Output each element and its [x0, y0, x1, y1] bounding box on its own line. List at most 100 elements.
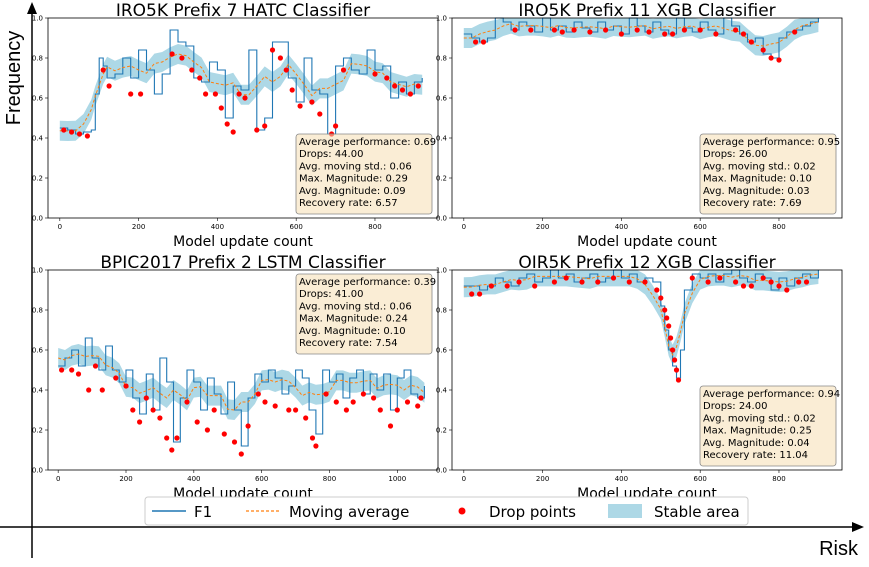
subplot-1: 0 200 400 600 800 0.0 0.2 0.4 0.6 0.8 1.0 IRO5K Pre… — [32, 1, 439, 250]
drop-point — [333, 123, 339, 129]
outer-axes: Frequency Risk — [0, 2, 864, 560]
subplots: 0 200 400 600 800 0.0 0.2 0.4 0.6 0.8 1.0 IRO5K Pre… — [32, 1, 843, 502]
drop-point — [230, 129, 236, 135]
drop-point — [75, 371, 82, 377]
y-tick-label: 0.6 — [32, 95, 44, 103]
drop-point — [254, 127, 260, 133]
drop-point — [169, 51, 175, 57]
drop-point — [477, 291, 483, 297]
drop-point — [59, 367, 65, 373]
drop-point — [371, 395, 377, 401]
drop-point — [194, 419, 200, 425]
drop-point — [231, 439, 238, 445]
subplot-3: 0 200 400 600 800 1000 0.0 0.2 0.4 0.6 0.8 1.0 BPIC2… — [32, 253, 439, 502]
x-tick-label: 400 — [211, 223, 224, 231]
y-tick-label: 0.8 — [32, 307, 43, 315]
stats-line: Drops: 26.00 — [703, 149, 767, 160]
stats-line: Recovery rate: 6.57 — [299, 198, 398, 209]
x-tick-label: 0 — [56, 475, 60, 483]
drop-point — [224, 121, 230, 127]
stats-line: Avg. moving std.: 0.02 — [703, 161, 816, 172]
drop-point — [212, 91, 218, 97]
drop-point — [532, 283, 538, 289]
drop-point — [587, 29, 593, 35]
moving-average-line — [463, 21, 819, 47]
stats-line: Max. Magnitude: 0.25 — [703, 426, 812, 437]
drop-point — [150, 407, 156, 413]
drop-point — [673, 367, 680, 373]
drop-point — [668, 335, 674, 341]
drop-point — [646, 29, 652, 35]
x-tick-label: 200 — [536, 223, 549, 231]
drop-point — [262, 123, 268, 129]
y-tick-label: 0.4 — [32, 387, 44, 395]
stats-line: Drops: 41.00 — [299, 289, 363, 300]
legend-drop-points-label: Drop points — [489, 503, 576, 521]
drop-point — [792, 29, 798, 35]
stats-line: Average performance: 0.95 — [703, 137, 840, 148]
drop-point — [61, 127, 67, 133]
drop-point — [512, 27, 518, 33]
stats-line: Avg. Magnitude: 0.03 — [703, 186, 810, 197]
stats-line: Avg. Magnitude: 0.04 — [703, 438, 810, 449]
y-tick-label: 0.0 — [436, 467, 447, 475]
drop-point — [404, 399, 411, 405]
drop-point — [672, 357, 678, 363]
drop-point — [705, 279, 711, 285]
x-tick-label: 400 — [615, 223, 628, 231]
stats-box — [295, 133, 433, 215]
outer-y-axis-label: Frequency — [3, 31, 25, 126]
x-tick-label: 200 — [132, 223, 145, 231]
stats-line: Max. Magnitude: 0.29 — [299, 174, 408, 185]
drop-point — [670, 347, 676, 353]
drop-point — [399, 87, 406, 93]
drop-point — [137, 419, 143, 425]
drop-point — [748, 39, 755, 45]
drop-point — [551, 279, 558, 285]
drop-point — [372, 71, 378, 77]
drop-point — [675, 377, 682, 383]
y-tick-label: 0.4 — [436, 387, 448, 395]
drop-point — [551, 27, 558, 33]
drop-point — [610, 275, 617, 281]
stats-line: Drops: 44.00 — [299, 149, 363, 160]
drop-point — [415, 403, 421, 409]
drop-point — [236, 91, 242, 97]
x-tick-label: 0 — [58, 223, 62, 231]
drop-point — [286, 407, 292, 413]
drop-point — [238, 451, 244, 457]
drop-point — [392, 83, 398, 89]
drop-point — [106, 83, 112, 89]
drop-point — [740, 31, 747, 37]
stats-line: Avg. moving std.: 0.06 — [299, 161, 412, 172]
x-tick-label: 600 — [289, 223, 302, 231]
drop-point — [768, 279, 774, 285]
subplot-frame — [47, 17, 439, 219]
stats-box — [699, 385, 837, 467]
subplot-frame — [47, 269, 439, 471]
x-tick-label: 400 — [615, 475, 628, 483]
y-tick-label: 0.8 — [436, 55, 447, 63]
y-tick-label: 0.6 — [32, 347, 44, 355]
drop-point — [384, 75, 390, 81]
drop-point — [309, 99, 315, 105]
stats-line: Recovery rate: 7.54 — [299, 338, 398, 349]
drop-point — [179, 55, 185, 61]
x-tick-label: 800 — [323, 475, 336, 483]
drop-point — [69, 129, 75, 135]
subplot-xlabel: Model update count — [173, 234, 313, 250]
legend: F1 Moving average Drop points Stable are… — [144, 496, 749, 526]
drop-point — [415, 83, 421, 89]
drop-point — [516, 279, 522, 285]
y-tick-label: 1.0 — [32, 267, 43, 275]
x-tick-label: 200 — [119, 475, 132, 483]
drop-point — [130, 407, 136, 413]
drop-point — [571, 27, 577, 33]
x-tick-label: 600 — [693, 475, 706, 483]
stats-box — [295, 273, 433, 355]
y-tick-label: 0.0 — [32, 215, 43, 223]
drop-point — [504, 283, 510, 289]
stats-line: Drops: 24.00 — [703, 401, 767, 412]
y-tick-label: 0.2 — [32, 175, 43, 183]
drop-point — [123, 383, 129, 389]
